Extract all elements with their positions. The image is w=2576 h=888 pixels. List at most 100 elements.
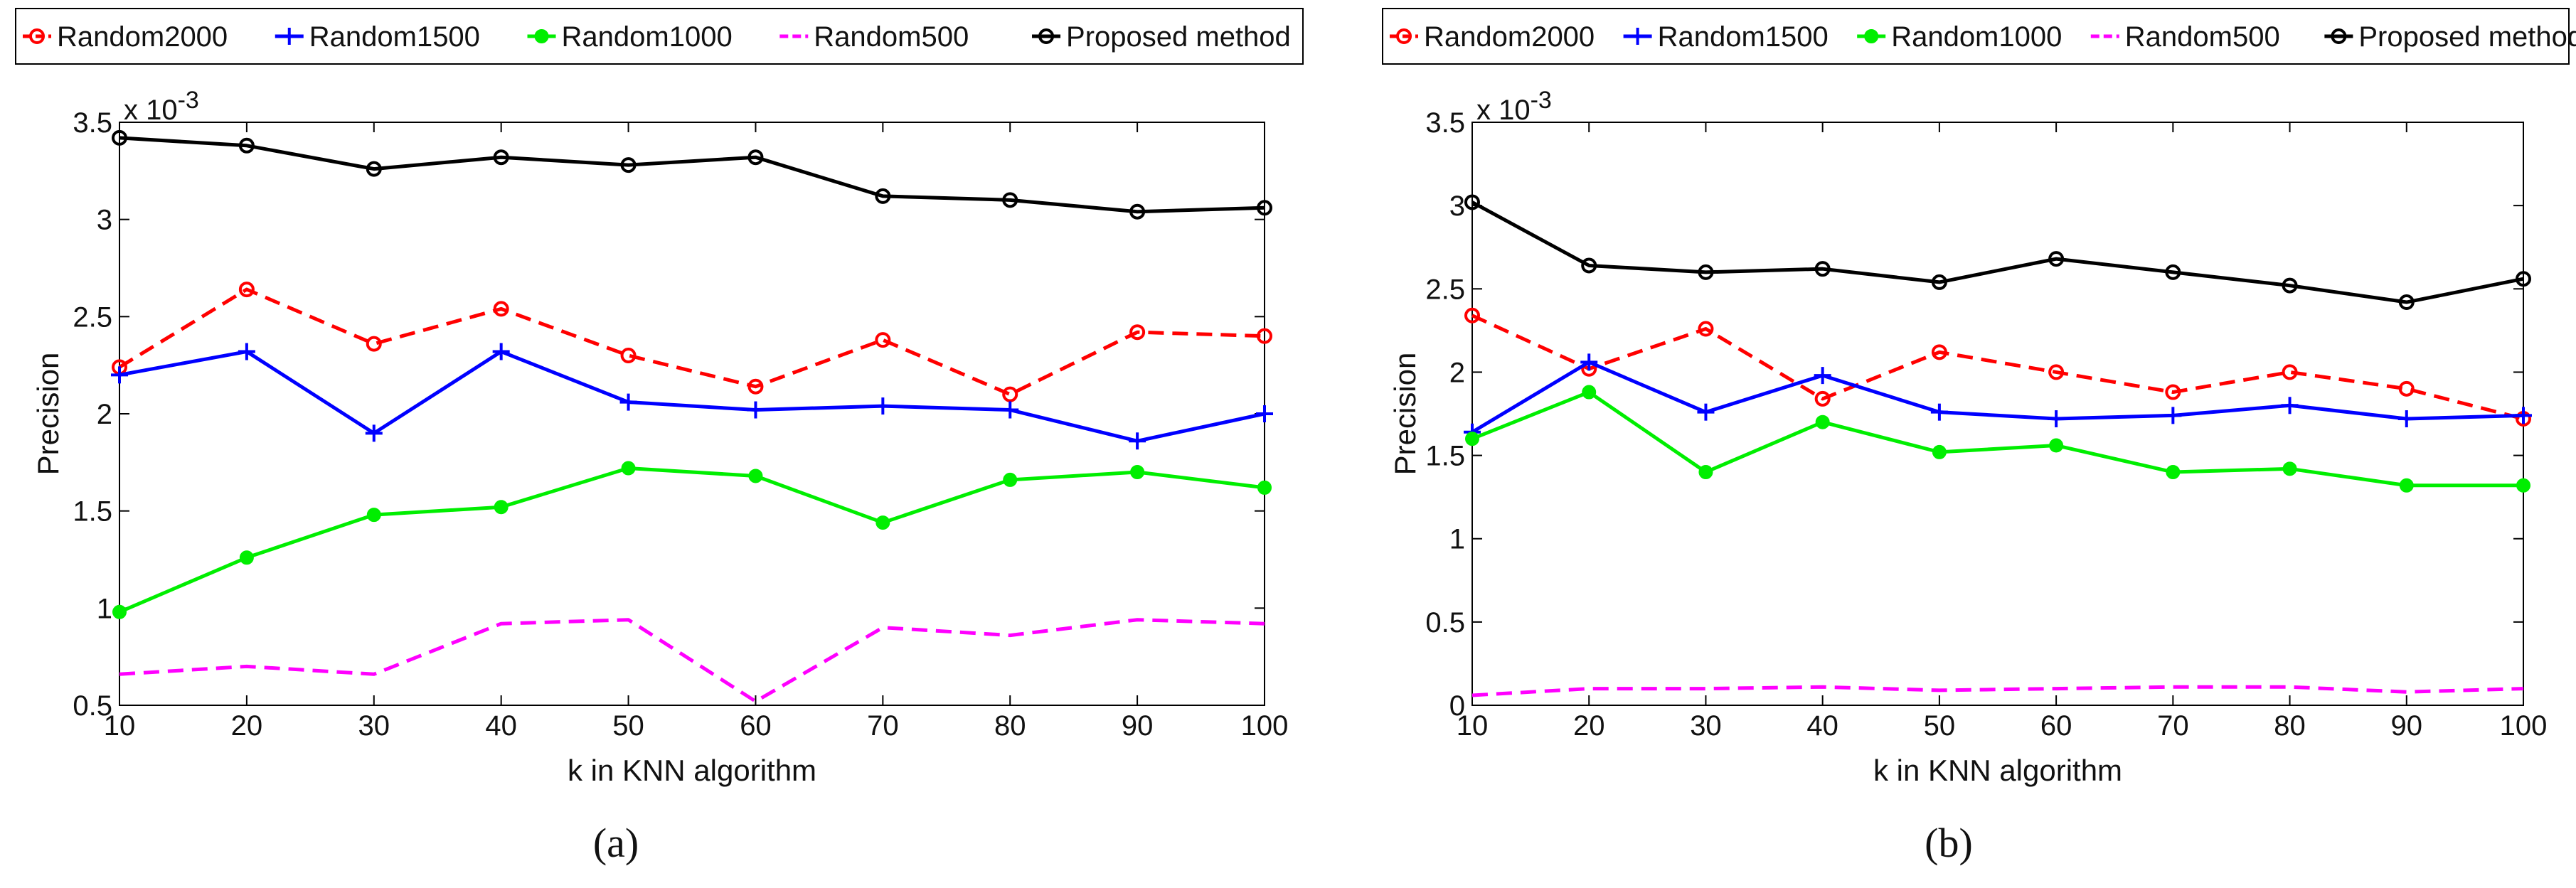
data-point-random1500: [1697, 403, 1715, 421]
y-axis-label-b: Precision: [1388, 353, 1422, 476]
legend-b: Random2000 Random1500 Random1000 Random500 P…: [1382, 8, 2576, 65]
y-tick-label: 2.5: [73, 301, 112, 333]
data-point-random1500: [1001, 401, 1019, 419]
y-axis-label-a: Precision: [31, 353, 65, 476]
legend-label: Random500: [2125, 21, 2280, 53]
data-point-random1000: [1932, 444, 1947, 459]
legend-item-proposed-method: Proposed method: [2324, 21, 2576, 53]
legend-a: Random2000 Random1500 Random1000 Random500 P…: [15, 8, 1304, 65]
x-tick-label: 20: [1573, 710, 1605, 742]
data-point-proposed-method: [1814, 261, 1831, 277]
chart-a: Random2000 Random1500 Random1000 Random500 P…: [15, 8, 1304, 866]
legend-item-random1500: Random1500: [1623, 21, 1829, 53]
data-point-proposed-method: [875, 188, 891, 204]
series-random2000: [112, 282, 1272, 402]
legend-item-random2000: Random2000: [23, 21, 228, 53]
legend-marker: [1629, 28, 1646, 45]
data-point-random1000: [875, 515, 890, 530]
series-line-random1500: [1471, 360, 2524, 434]
axis-ticks-b: 10 20 30 40 50 60 70 80 90 100 0 0.5 1 1.5 2 2.5 3 3.5: [1425, 107, 2547, 742]
data-point-random1500: [365, 424, 383, 442]
data-point-random2000: [2398, 380, 2415, 397]
data-point-random2000: [1698, 321, 1714, 337]
series-line-random500: [119, 618, 1265, 704]
data-point-proposed-method: [1931, 274, 1947, 290]
series-random500: [119, 618, 1265, 704]
plot-frame-a: [119, 122, 1265, 706]
data-point-random1500: [2515, 407, 2532, 424]
legend-item-random1500: Random1500: [275, 21, 480, 53]
y-tick-label: 1.5: [1425, 441, 1465, 472]
data-point-random2000: [747, 378, 764, 395]
data-point-random1500: [1814, 367, 1831, 385]
series-line-random1000: [119, 466, 1265, 614]
legend-item-random1000: Random1000: [527, 21, 733, 53]
panel-label-b: (b): [1925, 820, 1973, 866]
data-point-random1000: [494, 500, 509, 515]
series-random2000: [1464, 307, 2531, 427]
y-tick-label: 1.5: [73, 496, 112, 528]
legend-box: [1382, 8, 2570, 65]
data-point-proposed-method: [2282, 277, 2298, 294]
data-point-random1000: [621, 461, 636, 476]
series-random1500: [111, 343, 1273, 450]
data-point-proposed-method: [2398, 294, 2415, 311]
x-axis-label-b: k in KNN algorithm: [1873, 754, 2122, 787]
y-tick-label: 1: [97, 593, 112, 624]
series-line-random500: [1471, 685, 2524, 697]
x-tick-label: 10: [104, 710, 136, 742]
legend-label: Random2000: [1424, 21, 1595, 53]
y-multiplier-base-b: x 10: [1476, 95, 1531, 126]
legend-marker: [1038, 28, 1055, 44]
data-point-random1500: [2048, 410, 2065, 428]
x-tick-label: 60: [2040, 710, 2072, 742]
data-point-random1000: [1582, 385, 1597, 400]
data-point-random2000: [1814, 390, 1831, 407]
series-a: [111, 129, 1273, 704]
legend-label: Random500: [814, 21, 969, 53]
x-tick-label: 80: [994, 710, 1026, 742]
legend-label: Random1000: [1891, 21, 2062, 53]
data-point-random1000: [2282, 461, 2297, 476]
data-point-proposed-method: [238, 137, 255, 154]
series-random500: [1471, 685, 2524, 697]
data-point-random2000: [2048, 364, 2065, 380]
data-point-random1000: [1003, 472, 1018, 487]
legend-item-random500: Random500: [779, 21, 969, 53]
series-b: [1464, 194, 2532, 697]
data-point-random1500: [1580, 353, 1598, 371]
data-point-proposed-method: [493, 149, 509, 166]
legend-marker: [534, 29, 549, 43]
x-axis-label-a: k in KNN algorithm: [568, 754, 816, 787]
series-proposed-method: [112, 129, 1272, 220]
data-point-proposed-method: [2048, 251, 2065, 267]
data-point-random2000: [1129, 324, 1146, 341]
series-line-proposed-method: [1471, 200, 2524, 304]
data-point-random1500: [619, 393, 637, 411]
data-point-random2000: [238, 282, 255, 298]
data-point-proposed-method: [2165, 264, 2181, 280]
data-point-random2000: [1931, 344, 1947, 360]
data-point-random2000: [1257, 328, 1272, 344]
data-point-random1500: [1930, 403, 1948, 421]
legend-item-random1000: Random1000: [1857, 21, 2062, 53]
data-point-random1000: [1130, 465, 1145, 479]
y-multiplier-base-a: x 10: [124, 95, 178, 126]
x-tick-label: 100: [2500, 710, 2548, 742]
data-point-proposed-method: [1129, 203, 1146, 220]
legend-label: Proposed method: [1066, 21, 1291, 53]
y-multiplier-exponent-a: -3: [178, 87, 199, 114]
data-point-random1000: [2399, 478, 2414, 493]
data-point-random2000: [1464, 307, 1480, 323]
data-point-proposed-method: [1002, 192, 1018, 208]
data-point-random1000: [1257, 480, 1272, 495]
y-tick-label: 0.5: [1425, 607, 1465, 638]
axis-ticks-a: 10 20 30 40 50 60 70 80 90 100 0.5 1 1.5 2 2.5 3 3.5: [73, 107, 1288, 742]
series-line-proposed-method: [119, 136, 1265, 214]
data-point-random1500: [238, 343, 255, 360]
y-tick-label: 3.5: [73, 107, 112, 139]
data-point-random1000: [1465, 432, 1479, 446]
legend-marker: [1864, 29, 1879, 43]
legend-marker: [280, 28, 298, 45]
